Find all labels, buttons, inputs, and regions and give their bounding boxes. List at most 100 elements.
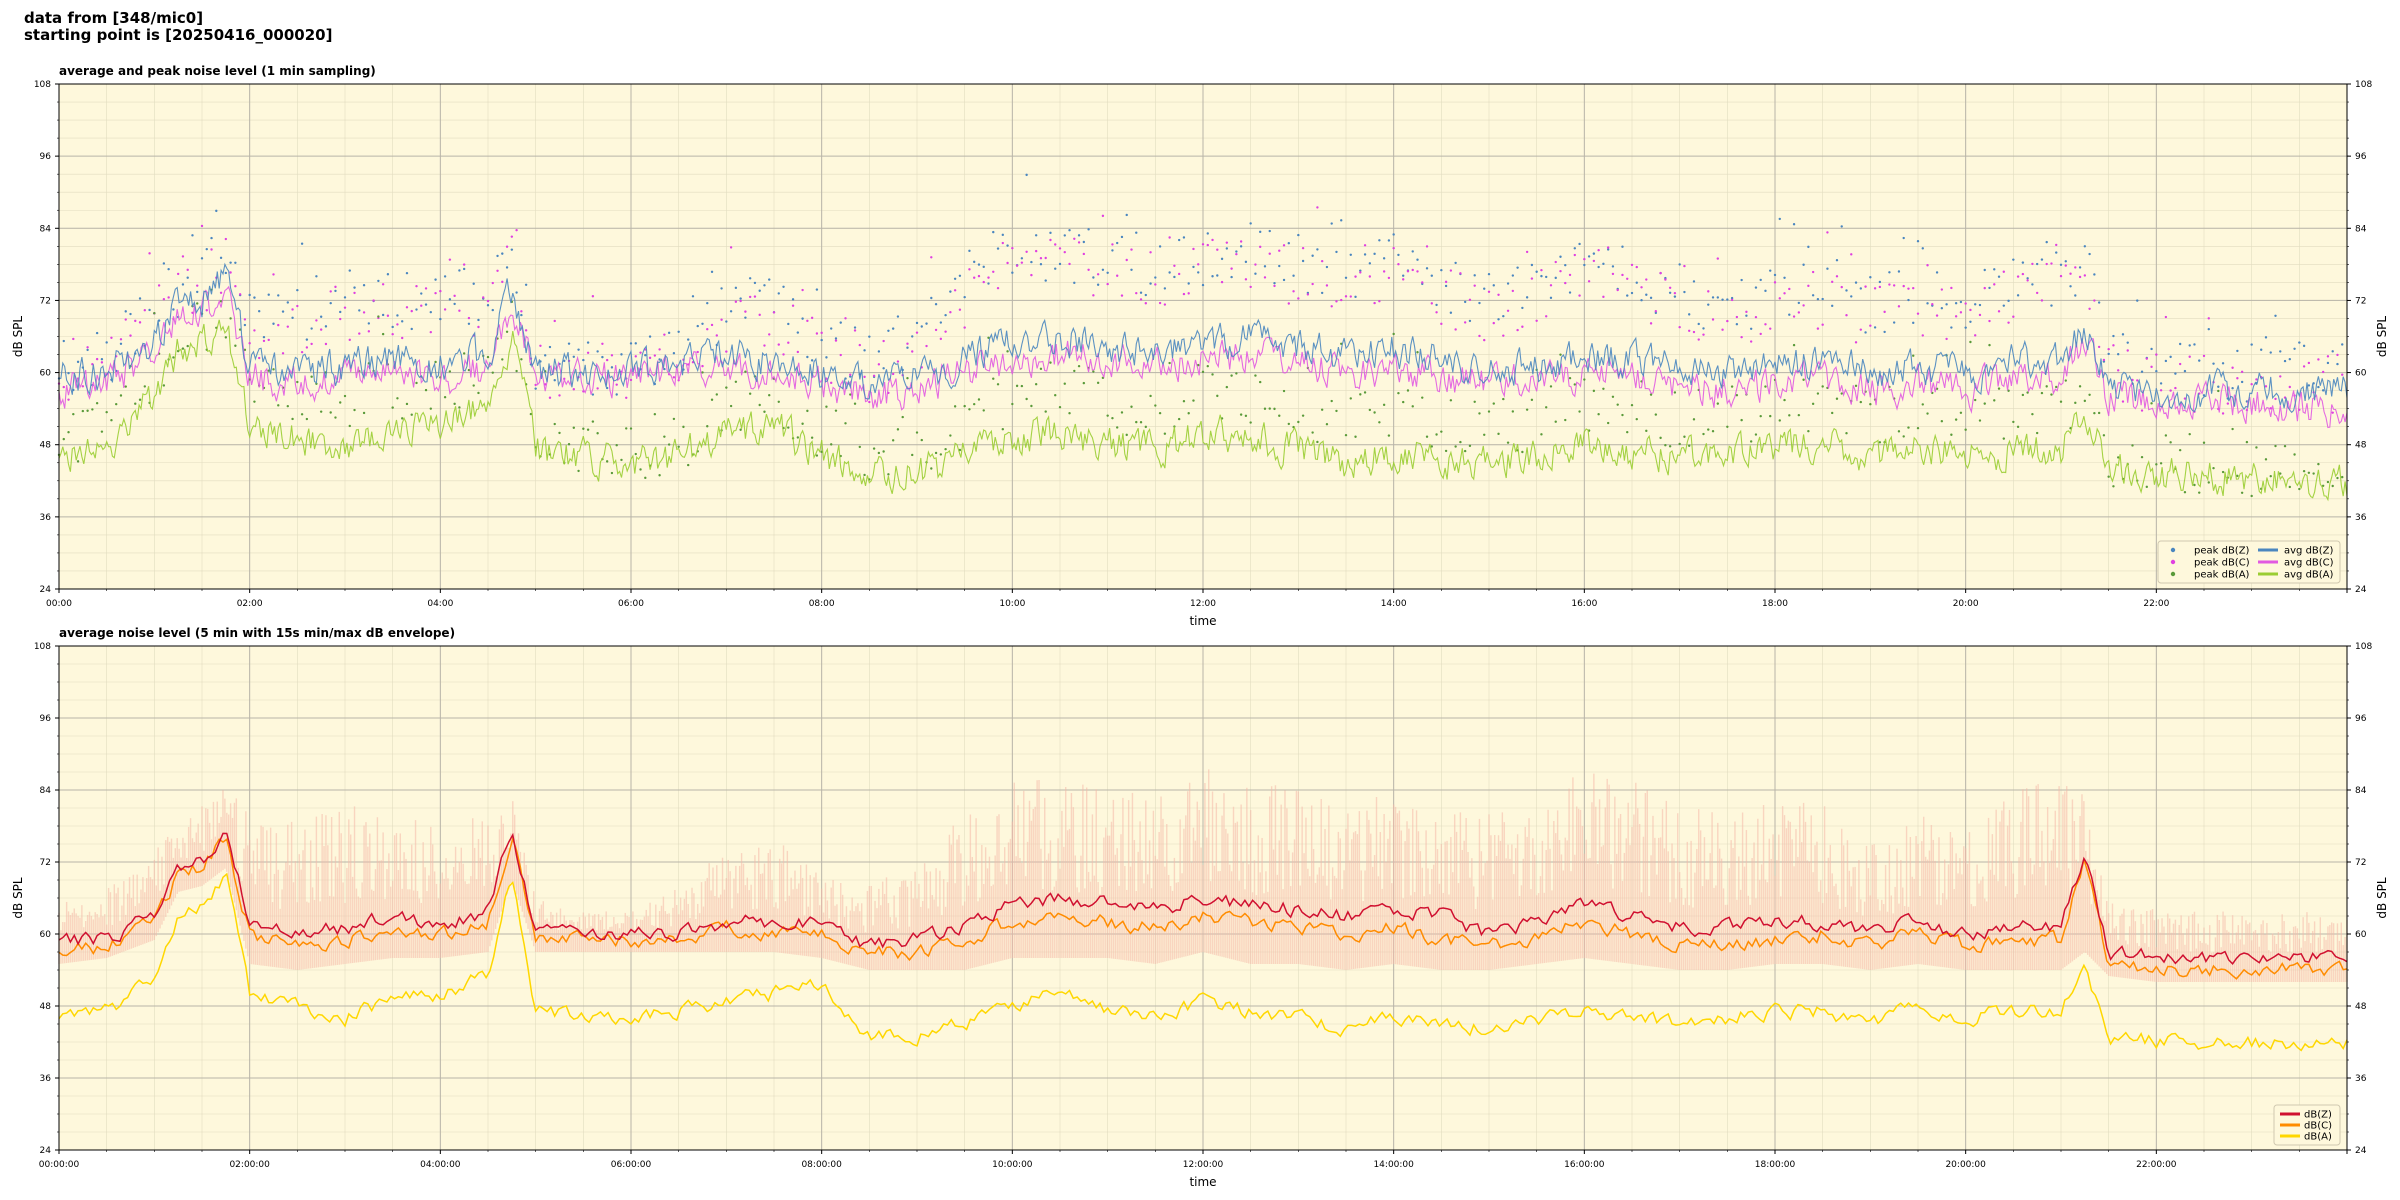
peak-point	[1869, 324, 1872, 327]
peak-point	[529, 412, 533, 416]
peak-point	[634, 355, 637, 358]
peak-point	[272, 368, 275, 371]
peak-point	[1802, 378, 1805, 381]
peak-point	[462, 263, 466, 266]
peak-point	[2188, 355, 2191, 358]
peak-point	[477, 318, 480, 322]
peak-point	[1564, 418, 1567, 422]
peak-point	[1840, 285, 1843, 289]
peak-point	[868, 335, 871, 338]
peak-point	[987, 336, 990, 340]
peak-point	[1783, 398, 1786, 402]
peak-point	[1530, 277, 1534, 280]
peak-point	[2326, 361, 2330, 365]
peak-point	[1997, 275, 2001, 278]
peak-point	[2002, 437, 2006, 440]
peak-point	[162, 384, 166, 387]
peak-point	[2307, 361, 2311, 365]
peak-point	[381, 332, 385, 336]
peak-point	[1978, 303, 1982, 307]
peak-point	[491, 371, 494, 374]
peak-point	[1249, 285, 1252, 289]
peak-point	[2331, 484, 2334, 488]
peak-point	[1959, 311, 1963, 314]
peak-point	[1921, 247, 1924, 250]
peak-point	[1239, 245, 1243, 248]
peak-point	[1630, 291, 1634, 295]
peak-point	[715, 393, 718, 396]
peak-point	[205, 309, 208, 312]
y-tick-label: 96	[40, 714, 52, 724]
peak-point	[329, 290, 332, 293]
legend-label: peak dB(Z)	[2194, 546, 2250, 557]
peak-point	[262, 339, 266, 343]
peak-point	[2341, 373, 2344, 376]
peak-point	[2012, 315, 2015, 318]
peak-point	[815, 288, 819, 291]
peak-point	[319, 328, 323, 331]
peak-point	[1702, 432, 1705, 436]
peak-point	[524, 283, 528, 286]
peak-point	[1573, 247, 1577, 250]
peak-point	[1678, 325, 1681, 329]
peak-point	[2202, 441, 2206, 444]
peak-point	[949, 290, 952, 293]
peak-point	[2250, 343, 2253, 346]
peak-point	[882, 339, 885, 343]
peak-point	[1926, 264, 1929, 267]
peak-point	[1406, 389, 1410, 392]
peak-point	[2045, 240, 2048, 244]
peak-point	[1997, 310, 2001, 313]
peak-point	[1344, 433, 1348, 437]
peak-point	[1897, 305, 1901, 308]
peak-point	[1216, 274, 1219, 277]
peak-point	[1282, 278, 1286, 282]
peak-point	[1011, 271, 1014, 274]
peak-point	[1754, 286, 1758, 289]
peak-point	[348, 269, 351, 272]
peak-point	[1015, 384, 1019, 388]
x-tick-label: 20:00:00	[1945, 1160, 1986, 1170]
peak-point	[1721, 298, 1724, 301]
peak-point	[1626, 294, 1629, 297]
peak-point	[1101, 268, 1105, 271]
peak-point	[963, 326, 966, 329]
peak-point	[1030, 273, 1033, 277]
peak-point	[2040, 299, 2044, 302]
x-tick-label: 08:00:00	[801, 1160, 842, 1170]
peak-point	[458, 269, 461, 272]
peak-point	[1444, 284, 1448, 288]
peak-point	[1316, 206, 1319, 209]
peak-point	[1287, 302, 1291, 305]
peak-point	[1082, 252, 1086, 256]
peak-point	[76, 360, 80, 364]
peak-point	[510, 235, 514, 238]
peak-point	[91, 408, 94, 411]
peak-point	[2198, 359, 2201, 362]
peak-point	[1978, 419, 1982, 422]
peak-point	[1788, 313, 1791, 316]
peak-point	[1954, 418, 1958, 421]
peak-point	[930, 256, 933, 259]
peak-point	[1869, 276, 1872, 279]
peak-point	[196, 302, 199, 305]
y-tick-label: 48	[40, 1002, 52, 1012]
peak-point	[315, 382, 318, 386]
peak-point	[1382, 403, 1386, 407]
peak-point	[110, 419, 113, 422]
peak-point	[1907, 287, 1910, 290]
peak-point	[796, 350, 800, 354]
peak-point	[2078, 275, 2082, 279]
peak-point	[2021, 261, 2025, 264]
peak-point	[1297, 297, 1300, 300]
peak-point	[1173, 264, 1176, 267]
peak-point	[1473, 274, 1476, 277]
peak-point	[2107, 352, 2110, 356]
peak-point	[1154, 276, 1157, 279]
peak-point	[439, 289, 442, 293]
peak-point	[1807, 245, 1810, 249]
peak-point	[296, 304, 299, 308]
peak-point	[2264, 458, 2268, 461]
peak-point	[601, 342, 604, 346]
peak-point	[629, 427, 633, 430]
